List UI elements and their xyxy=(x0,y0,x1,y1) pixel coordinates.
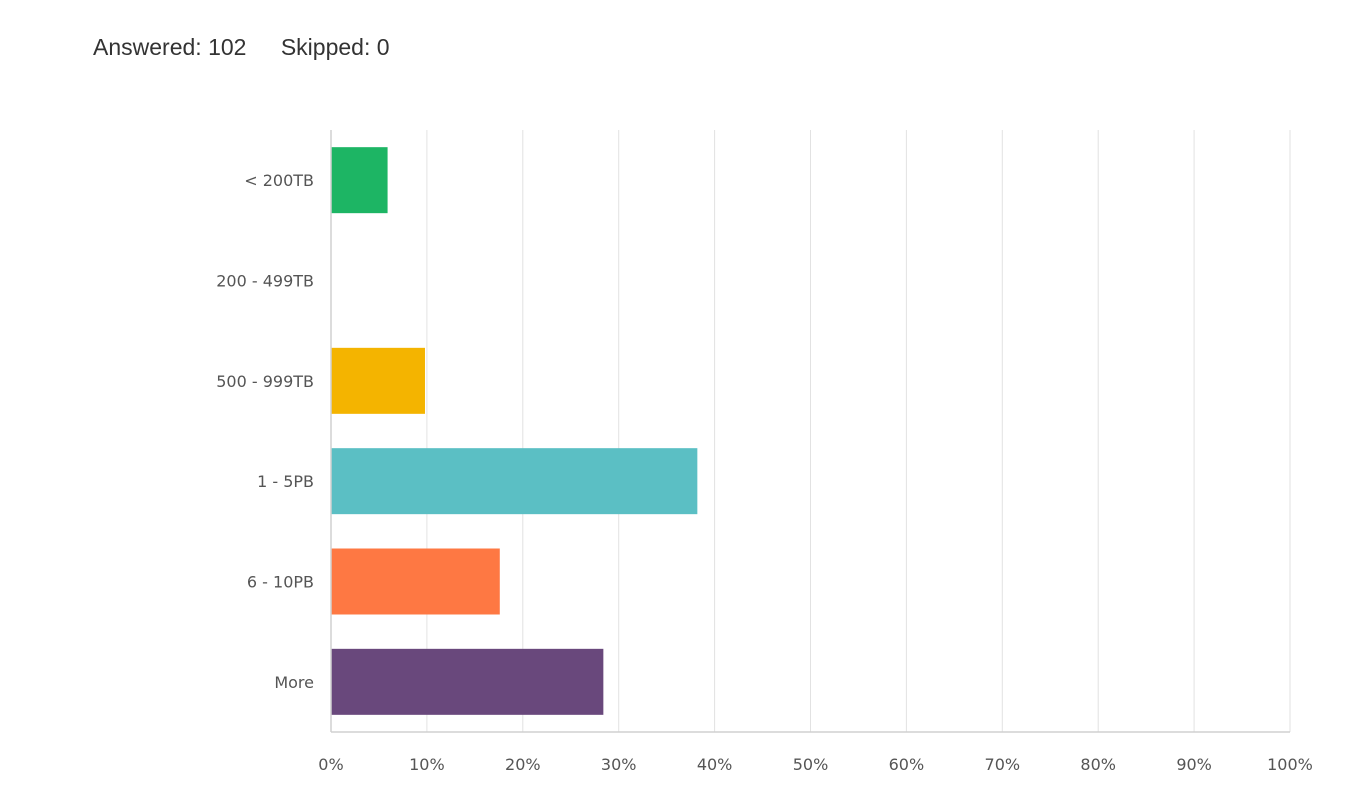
x-tick-label: 40% xyxy=(697,755,733,774)
category-label: 500 - 999TB xyxy=(216,372,314,391)
x-tick-label: 10% xyxy=(409,755,445,774)
category-label: 1 - 5PB xyxy=(257,472,314,491)
bar-4 xyxy=(331,448,698,515)
bars xyxy=(331,147,698,715)
category-label: More xyxy=(274,673,314,692)
x-tick-label: 100% xyxy=(1267,755,1313,774)
skipped-label: Skipped: xyxy=(280,34,371,60)
tick-labels: 0% 10% 20% 30% 40% 50% 60% 70% 80% 90% 100% xyxy=(318,755,1313,774)
bar-5 xyxy=(331,548,500,615)
x-tick-label: 30% xyxy=(601,755,637,774)
x-tick-label: 0% xyxy=(318,755,343,774)
bar-6 xyxy=(331,648,604,715)
axes xyxy=(330,130,1290,733)
bar-1 xyxy=(331,147,388,214)
response-summary: Answered: 102 Skipped: 0 xyxy=(93,34,418,61)
skipped-count: 0 xyxy=(376,34,390,60)
gridlines xyxy=(426,130,1291,732)
answered-count: 102 xyxy=(208,34,247,60)
category-label: 6 - 10PB xyxy=(247,573,314,592)
x-tick-label: 90% xyxy=(1176,755,1212,774)
bar-3 xyxy=(331,347,425,414)
category-labels: < 200TB 200 - 499TB 500 - 999TB 1 - 5PB 6 - … xyxy=(216,171,314,692)
category-label: < 200TB xyxy=(244,171,314,190)
x-tick-label: 70% xyxy=(985,755,1021,774)
category-label: 200 - 499TB xyxy=(216,272,314,291)
x-tick-label: 60% xyxy=(889,755,925,774)
x-tick-label: 20% xyxy=(505,755,541,774)
answered-label: Answered: xyxy=(93,34,202,60)
x-tick-label: 50% xyxy=(793,755,829,774)
x-tick-label: 80% xyxy=(1080,755,1116,774)
